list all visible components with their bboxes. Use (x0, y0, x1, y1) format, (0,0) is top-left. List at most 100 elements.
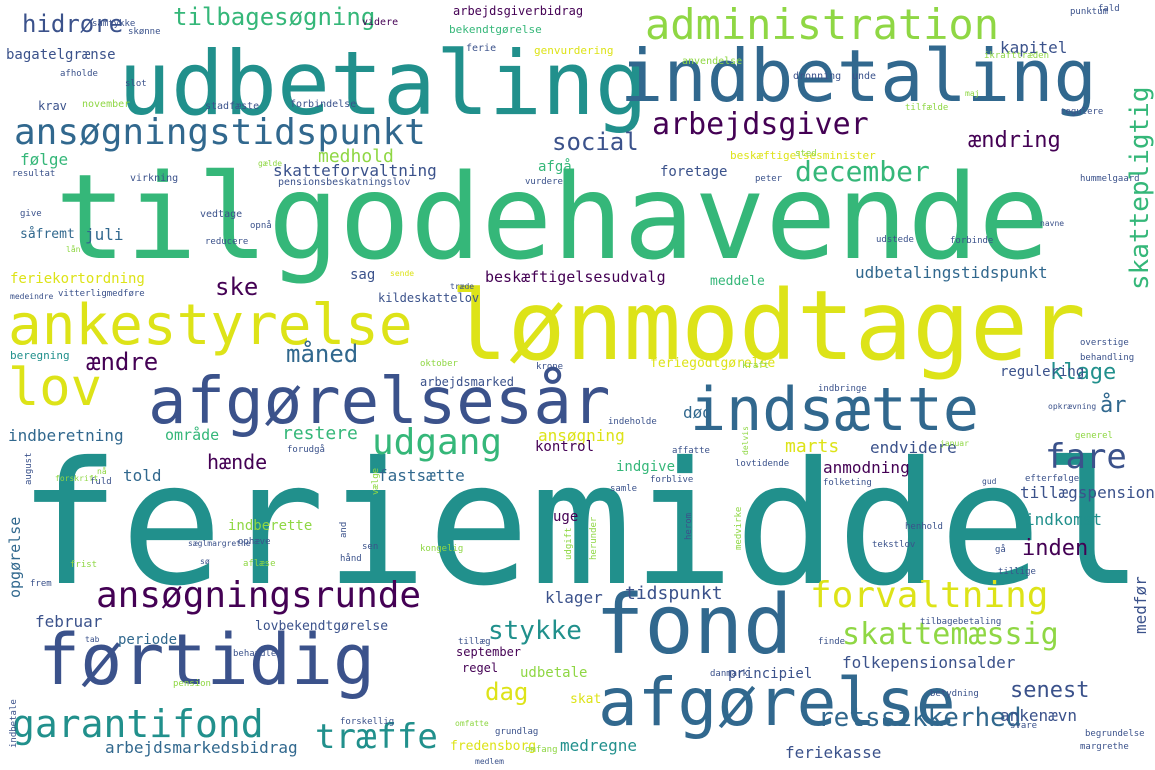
word-cloud-term: januar (940, 439, 969, 448)
word-cloud-term: fastsætte (378, 466, 465, 485)
word-cloud-term: skattepligtig (1125, 86, 1155, 291)
word-cloud-term: anmodning (823, 458, 910, 477)
word-cloud-term: medregne (560, 736, 638, 755)
word-cloud-term: sæglmargrethe (188, 539, 251, 548)
word-cloud-term: feriekortordning (10, 271, 145, 287)
word-cloud-term: kontrol (535, 439, 595, 455)
word-cloud-term: feriekasse (785, 743, 882, 762)
word-cloud-term: krone (536, 362, 564, 372)
word-cloud-term: tekstlov (872, 540, 916, 550)
word-cloud-term: stadfæste (205, 101, 260, 112)
word-cloud-term: efterfølge (1025, 474, 1080, 484)
word-cloud-term: betydning (930, 689, 979, 699)
word-cloud-term: død (683, 403, 712, 422)
word-cloud-term: slot (125, 79, 147, 89)
word-cloud-term: klager (545, 588, 603, 607)
word-cloud-term: udbetale (520, 665, 588, 681)
word-cloud-term: grundlag (495, 727, 539, 737)
word-cloud-term: oktober (420, 359, 458, 369)
word-cloud-term: forbindelse (290, 99, 357, 110)
word-cloud-term: september (456, 645, 522, 659)
word-cloud-term: vurdere (525, 177, 563, 187)
word-cloud-term: uge (553, 509, 579, 525)
word-cloud-term: afholde (60, 69, 98, 79)
word-cloud-term: beskæftigelsesminister (730, 149, 876, 162)
word-cloud-term: retssikkerhed (818, 703, 1022, 733)
word-cloud-term: krav (38, 99, 67, 113)
word-cloud-term: bekendtgørelse (449, 23, 542, 36)
word-cloud-term: garantifond (12, 702, 264, 746)
word-cloud-term: forblive (650, 475, 694, 485)
word-cloud-term: vitterligmedføre (58, 289, 145, 299)
word-cloud-term: arbejdsgiver (652, 107, 869, 142)
word-cloud-term: forbinde (950, 236, 994, 246)
word-cloud-term: træffe (315, 717, 438, 757)
word-cloud-term: fredensborg (450, 739, 537, 754)
word-cloud-term: sende (390, 269, 415, 278)
word-cloud-term: restere (282, 423, 358, 444)
word-cloud-term: træde (450, 282, 475, 291)
word-cloud-term: medhold (318, 146, 394, 167)
word-cloud-term: lov (8, 358, 102, 418)
word-cloud-term: opkrævning (1048, 402, 1097, 411)
word-cloud-term: ansøgningstidspunkt (14, 112, 426, 153)
word-cloud-term: tidspunkt (625, 583, 723, 604)
word-cloud-term: told (123, 466, 162, 485)
word-cloud-term: punktum (1070, 7, 1108, 17)
word-cloud-term: indsætte (690, 375, 979, 445)
word-cloud-term: samle (610, 484, 638, 494)
word-cloud-term: sø (200, 557, 210, 566)
word-cloud-term: finde (818, 637, 846, 647)
word-cloud-term: hånd (340, 554, 362, 564)
word-cloud-term: endvidere (870, 438, 957, 457)
word-cloud-term: folkepensionsalder (842, 653, 1016, 672)
word-cloud-term: udstede (876, 235, 914, 245)
word-cloud-term: bagatelgrænse (6, 47, 116, 63)
word-cloud-term: maj (965, 89, 980, 98)
word-cloud-term: feriegodtgørelse (650, 356, 776, 371)
word-cloud-term: lovbekendtgørelse (255, 619, 389, 634)
word-cloud-term: udgang (372, 422, 503, 463)
word-cloud-term: fald (1098, 4, 1120, 14)
word-cloud-term: kraft (742, 361, 770, 371)
word-cloud-term: behandling (1080, 353, 1135, 363)
word-cloud-term: lovtidende (735, 459, 790, 469)
word-cloud-term: ansøgning (538, 426, 625, 445)
word-cloud-term: resultat (12, 169, 56, 179)
word-cloud-term: navne (1040, 219, 1065, 228)
word-cloud-term: tillæg (458, 637, 491, 647)
word-cloud-term: medfør (1131, 576, 1150, 634)
word-cloud-term: afgørelse (598, 664, 956, 741)
word-cloud-term: generel (1075, 431, 1113, 441)
word-cloud-term: folketing (823, 478, 872, 488)
word-cloud-term: samtykke (92, 19, 136, 29)
word-cloud-term: tillige (998, 567, 1036, 577)
word-cloud-term: indbringe (818, 384, 867, 394)
word-cloud-term: pensionsbeskatningslov (278, 177, 411, 188)
word-cloud-term: forvaltning (810, 575, 1049, 616)
word-cloud-term: inden (1022, 536, 1089, 561)
word-cloud-term: ændring (968, 128, 1061, 153)
word-cloud-term: indgive (616, 459, 676, 475)
word-cloud-term: indkomst (1025, 510, 1103, 529)
word-cloud-term: omfang (525, 745, 558, 755)
word-cloud-term: december (795, 155, 930, 188)
word-cloud-term: indberetning (8, 426, 124, 445)
word-cloud-term: indbetale (9, 699, 19, 748)
word-cloud-term: ankenævn (1000, 706, 1078, 725)
word-cloud-term: dag (485, 678, 529, 706)
word-cloud-term: omfatte (455, 719, 489, 728)
word-cloud-term: kildeskattelov (378, 291, 480, 305)
word-cloud-term: pension (173, 679, 211, 689)
word-cloud-term: beregning (10, 349, 70, 362)
word-cloud-term: år (1100, 393, 1127, 418)
word-cloud-term: kapitel (1000, 38, 1068, 57)
word-cloud-term: overstige (1080, 338, 1129, 348)
word-cloud-term: sen (362, 542, 379, 552)
word-cloud-term: meddele (710, 274, 765, 289)
word-cloud-term: medlem (475, 757, 504, 766)
word-cloud-term: november (82, 99, 131, 110)
word-cloud-term: herunder (589, 516, 599, 560)
word-cloud-term: svare (1010, 721, 1038, 731)
